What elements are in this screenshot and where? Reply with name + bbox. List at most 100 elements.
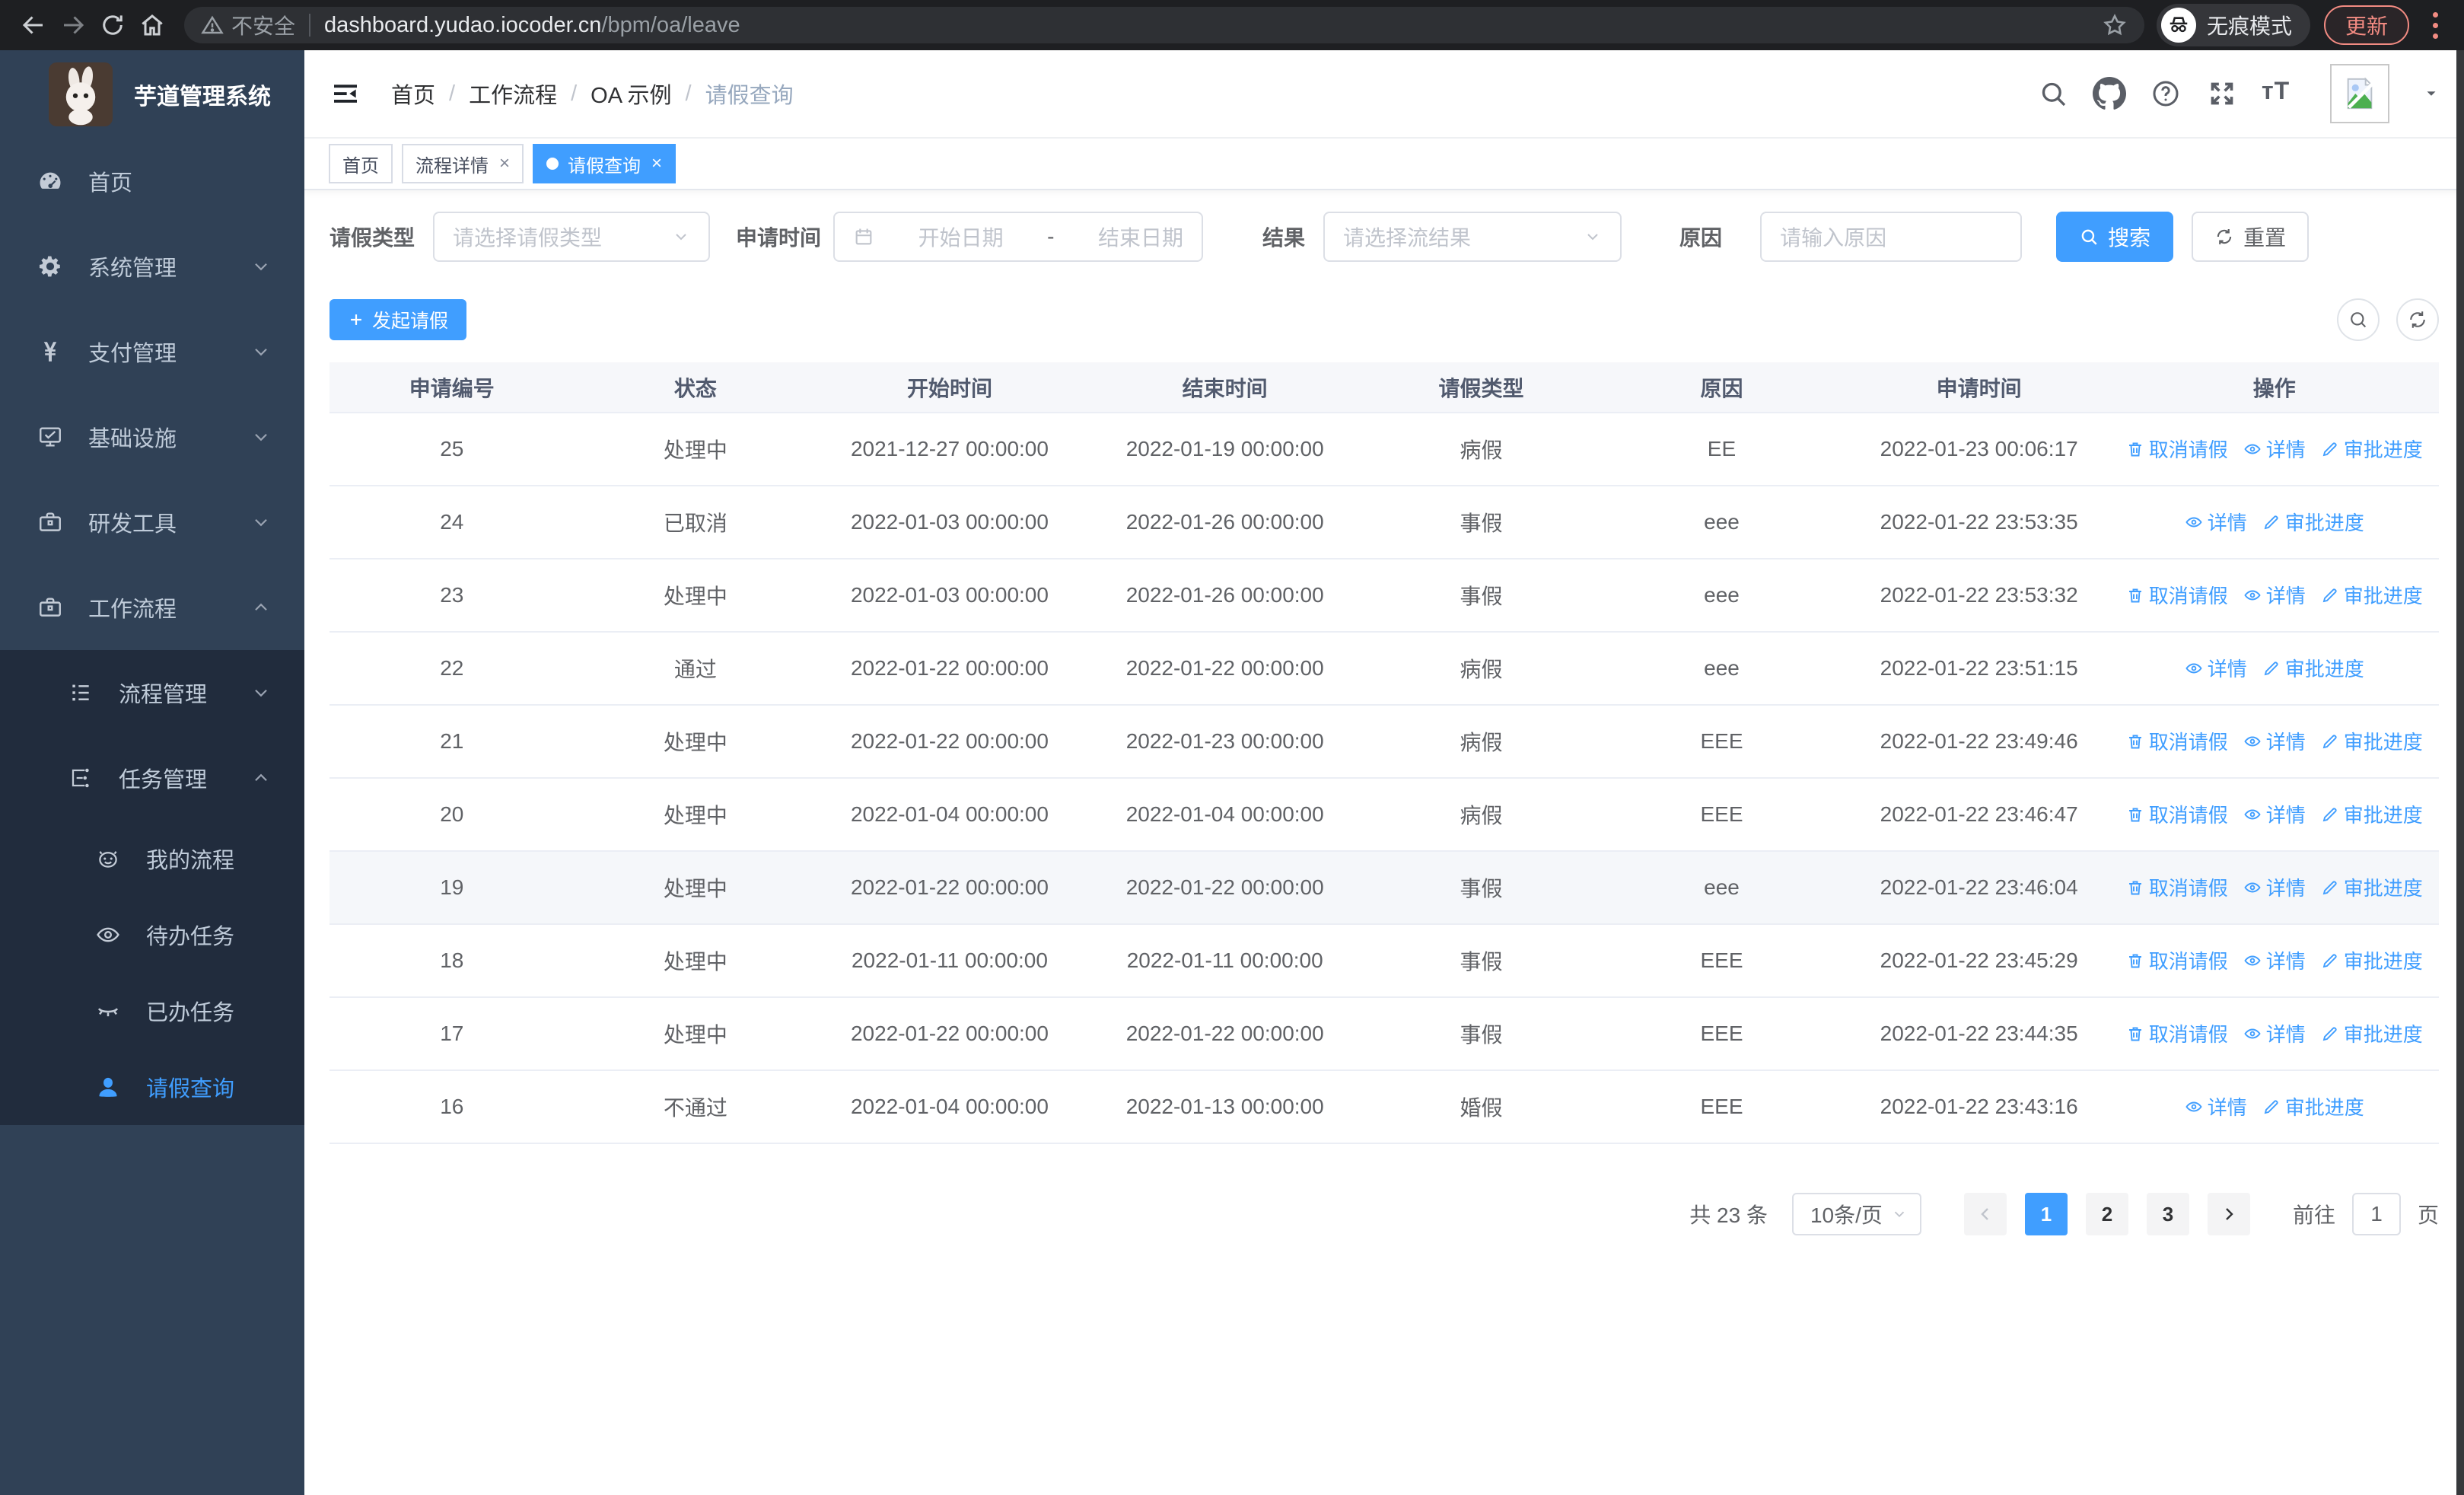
sidebar-item-首页[interactable]: 首页 <box>0 139 304 224</box>
tab-首页[interactable]: 首页 <box>329 144 393 183</box>
detail-action-link[interactable]: 详情 <box>2243 873 2306 901</box>
tab-请假查询[interactable]: 请假查询 × <box>533 144 676 183</box>
sidebar-item-工作流程[interactable]: 工作流程 <box>0 565 304 650</box>
actions-cell: 取消请假 详情 审批进度 <box>2109 559 2439 633</box>
leave-type-select[interactable]: 请选择请假类型 <box>433 212 711 262</box>
divider <box>309 14 311 37</box>
progress-action-link[interactable]: 审批进度 <box>2321 581 2423 609</box>
actions-cell: 取消请假 详情 审批进度 <box>2109 413 2439 486</box>
toggle-search-button[interactable] <box>2337 298 2380 341</box>
calendar-icon <box>853 226 874 247</box>
help-icon[interactable] <box>2149 77 2182 110</box>
update-button[interactable]: 更新 <box>2323 5 2409 45</box>
page-button-2[interactable]: 2 <box>2085 1193 2128 1235</box>
search-button[interactable]: 搜索 <box>2056 212 2174 262</box>
progress-action-link[interactable]: 审批进度 <box>2262 508 2364 536</box>
progress-action-link[interactable]: 审批进度 <box>2321 435 2423 463</box>
tab-流程详情[interactable]: 流程详情 × <box>402 144 524 183</box>
bookmark-star-icon[interactable] <box>2102 12 2128 38</box>
apply-time-range-picker[interactable]: 开始日期 - 结束日期 <box>833 212 1204 262</box>
progress-action-link[interactable]: 审批进度 <box>2321 873 2423 901</box>
cancel-action-link[interactable]: 取消请假 <box>2126 727 2228 755</box>
breadcrumb-item[interactable]: 工作流程 <box>469 84 558 108</box>
reason-input[interactable]: 请输入原因 <box>1760 212 2023 262</box>
page-size-select[interactable]: 10条/页 <box>1791 1193 1921 1235</box>
cancel-action-link[interactable]: 取消请假 <box>2126 581 2228 609</box>
browser-menu-icon[interactable] <box>2420 5 2450 45</box>
sidebar-collapse-icon[interactable] <box>329 78 362 109</box>
actions-cell: 取消请假 详情 审批进度 <box>2109 997 2439 1071</box>
caret-down-icon[interactable] <box>2423 85 2440 102</box>
github-icon[interactable] <box>2093 77 2126 110</box>
goto-page-input[interactable] <box>2351 1193 2401 1235</box>
search-icon <box>2079 227 2099 247</box>
progress-action-link[interactable]: 审批进度 <box>2262 654 2364 682</box>
action-label: 取消请假 <box>2148 877 2228 901</box>
detail-action-link[interactable]: 详情 <box>2243 800 2306 828</box>
sidebar-item-待办任务[interactable]: 待办任务 <box>0 897 304 973</box>
progress-action-link[interactable]: 审批进度 <box>2262 1092 2364 1120</box>
chevron-down-icon <box>251 427 271 447</box>
app-logo-row[interactable]: 芋道管理系统 <box>0 50 304 139</box>
next-page-button[interactable] <box>2207 1193 2250 1235</box>
search-icon[interactable] <box>2036 77 2070 110</box>
sidebar-item-支付管理[interactable]: 支付管理 <box>0 309 304 394</box>
action-label: 审批进度 <box>2343 438 2423 462</box>
view-icon <box>2243 440 2262 458</box>
close-icon[interactable]: × <box>651 153 663 174</box>
detail-action-link[interactable]: 详情 <box>2243 1019 2306 1047</box>
detail-action-link[interactable]: 详情 <box>2185 654 2247 682</box>
avatar[interactable] <box>2330 64 2389 123</box>
prev-page-button[interactable] <box>1963 1193 2007 1235</box>
cancel-action-link[interactable]: 取消请假 <box>2126 1019 2228 1047</box>
action-label: 取消请假 <box>2148 804 2228 827</box>
create-leave-button[interactable]: 发起请假 <box>329 299 467 340</box>
progress-action-link[interactable]: 审批进度 <box>2321 946 2423 974</box>
chevron-down-icon <box>1891 1206 1908 1222</box>
progress-action-link[interactable]: 审批进度 <box>2321 1019 2423 1047</box>
progress-action-link[interactable]: 审批进度 <box>2321 727 2423 755</box>
progress-action-link[interactable]: 审批进度 <box>2321 800 2423 828</box>
sidebar-item-系统管理[interactable]: 系统管理 <box>0 224 304 309</box>
result-select[interactable]: 请选择流结果 <box>1323 212 1622 262</box>
cancel-action-link[interactable]: 取消请假 <box>2126 435 2228 463</box>
back-icon[interactable] <box>14 5 53 45</box>
sidebar-item-基础设施[interactable]: 基础设施 <box>0 394 304 480</box>
detail-action-link[interactable]: 详情 <box>2185 508 2247 536</box>
breadcrumb-item[interactable]: 首页 <box>391 84 436 108</box>
detail-action-link[interactable]: 详情 <box>2243 727 2306 755</box>
sidebar-item-研发工具[interactable]: 研发工具 <box>0 480 304 565</box>
page-button-1[interactable]: 1 <box>2024 1193 2068 1235</box>
fullscreen-icon[interactable] <box>2205 77 2239 110</box>
detail-action-link[interactable]: 详情 <box>2185 1092 2247 1120</box>
action-label: 取消请假 <box>2148 950 2228 974</box>
font-size-icon[interactable]: ᴛT <box>2262 77 2291 104</box>
cancel-action-link[interactable]: 取消请假 <box>2126 946 2228 974</box>
sidebar-item-我的流程[interactable]: 我的流程 <box>0 821 304 897</box>
detail-action-link[interactable]: 详情 <box>2243 946 2306 974</box>
chevron-down-icon <box>1584 228 1602 246</box>
sidebar-item-请假查询[interactable]: 请假查询 <box>0 1049 304 1125</box>
home-icon[interactable] <box>132 5 172 45</box>
reason-cell: eee <box>1595 486 1848 559</box>
reload-icon[interactable] <box>93 5 132 45</box>
url-bar[interactable]: 不安全 dashboard.yudao.iocoder.cn/bpm/oa/le… <box>184 7 2144 43</box>
reset-button[interactable]: 重置 <box>2192 212 2310 262</box>
sidebar-item-流程管理[interactable]: 流程管理 <box>0 650 304 735</box>
detail-action-link[interactable]: 详情 <box>2243 435 2306 463</box>
detail-action-link[interactable]: 详情 <box>2243 581 2306 609</box>
page-button-3[interactable]: 3 <box>2146 1193 2189 1235</box>
reason-cell: eee <box>1595 851 1848 925</box>
cancel-action-link[interactable]: 取消请假 <box>2126 800 2228 828</box>
sidebar-item-已办任务[interactable]: 已办任务 <box>0 973 304 1049</box>
forward-icon[interactable] <box>53 5 93 45</box>
table-row: 23 处理中 2022-01-03 00:00:00 2022-01-26 00:00… <box>329 559 2439 633</box>
breadcrumb-item[interactable]: OA 示例 <box>591 84 672 108</box>
refresh-table-button[interactable] <box>2396 298 2439 341</box>
cancel-action-link[interactable]: 取消请假 <box>2126 873 2228 901</box>
reason-cell: EEE <box>1595 705 1848 779</box>
close-icon[interactable]: × <box>499 153 511 174</box>
incognito-icon <box>2160 8 2196 43</box>
sidebar-item-任务管理[interactable]: 任务管理 <box>0 735 304 821</box>
chevron-up-icon <box>251 598 271 617</box>
